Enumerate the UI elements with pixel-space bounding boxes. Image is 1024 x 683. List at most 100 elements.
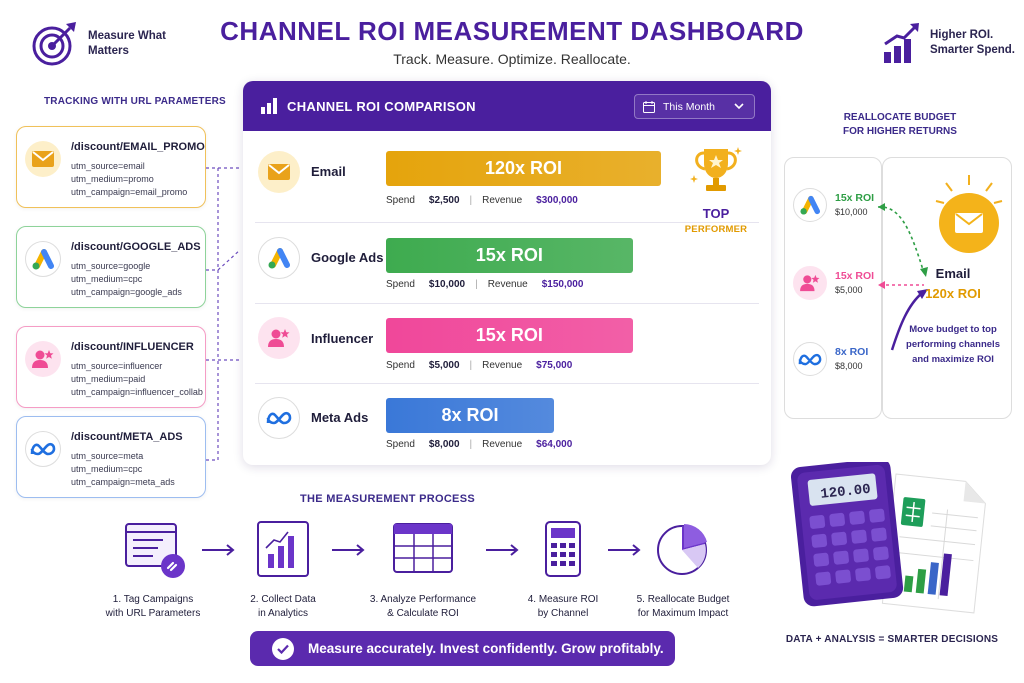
period-select[interactable]: This Month xyxy=(634,94,755,119)
channel-row-google-ads: Google Ads 15x ROI Spend $10,000 | Reven… xyxy=(243,222,771,302)
calculator-spreadsheet-illustration: 120.00 xyxy=(790,462,986,614)
reallocate-item-influencer: 15x ROI $5,000 xyxy=(793,262,883,312)
utm-path: /discount/INFLUENCER xyxy=(71,341,194,353)
chevron-down-icon xyxy=(734,103,744,110)
step-label: & Calculate ROI xyxy=(387,608,459,619)
pie-chart-icon xyxy=(657,524,707,575)
spend-value: $5,000 xyxy=(428,360,460,371)
reallocate-spend: $8,000 xyxy=(835,361,863,371)
calculator-display: 120.00 xyxy=(820,482,872,503)
utm-card-influencer: /discount/INFLUENCER utm_source=influenc… xyxy=(16,326,206,408)
utm-campaign: utm_campaign=google_ads xyxy=(71,287,182,297)
trophy-icon xyxy=(690,147,742,191)
revenue-value: $75,000 xyxy=(536,360,573,371)
channel-row-meta-ads: Meta Ads 8x ROI Spend $8,000 | Revenue $… xyxy=(243,383,771,463)
utm-card-meta: /discount/META_ADS utm_source=meta utm_m… xyxy=(16,416,206,498)
reallocate-title: REALLOCATE BUDGET FOR HIGHER RETURNS xyxy=(800,111,1000,139)
target-icon xyxy=(32,22,76,66)
roi-bar-email: 120x ROI xyxy=(386,151,661,186)
channel-name: Google Ads xyxy=(311,250,384,265)
analytics-chart-icon xyxy=(257,521,309,577)
arrow-right-icon xyxy=(486,544,519,556)
channel-name: Influencer xyxy=(311,331,374,346)
step-label: in Analytics xyxy=(257,608,309,619)
influencer-icon xyxy=(25,341,61,377)
google-ads-icon xyxy=(258,237,300,279)
utm-card-email: /discount/EMAIL_PROMO utm_source=email u… xyxy=(16,126,206,208)
utm-campaign: utm_campaign=influencer_collab xyxy=(71,387,203,397)
meta-icon xyxy=(258,397,300,439)
spend-value: $8,000 xyxy=(428,439,460,450)
calendar-icon xyxy=(643,100,655,113)
process-step-1: 1. Tag Campaigns with URL Parameters xyxy=(88,520,218,621)
step-label: 4. Measure ROI xyxy=(527,594,599,605)
brand-higher-roi: Higher ROI. Smarter Spend. xyxy=(882,22,1020,64)
revenue-label: Revenue xyxy=(482,439,523,450)
roi-bar-google-ads: 15x ROI xyxy=(386,238,633,273)
reallocate-target-roi: 120x ROI xyxy=(925,286,981,301)
process-title: THE MEASUREMENT PROCESS xyxy=(300,493,475,505)
step-label: 5. Reallocate Budget xyxy=(636,594,730,605)
period-value: This Month xyxy=(663,100,715,113)
utm-campaign: utm_campaign=meta_ads xyxy=(71,477,175,487)
channel-name: Meta Ads xyxy=(311,410,369,425)
revenue-label: Revenue xyxy=(482,360,523,371)
data-footer: DATA + ANALYSIS = SMARTER DECISIONS xyxy=(785,634,999,645)
tracking-section-title: TRACKING WITH URL PARAMETERS xyxy=(44,96,226,107)
growth-chart-icon xyxy=(884,23,919,63)
utm-source: utm_source=email xyxy=(71,161,145,171)
reallocate-item-meta: 8x ROI $8,000 xyxy=(793,338,883,388)
influencer-icon xyxy=(258,317,300,359)
page-subtitle: Track. Measure. Optimize. Reallocate. xyxy=(393,51,631,67)
spend-label: Spend xyxy=(386,439,415,450)
process-step-5: 5. Reallocate Budget for Maximum Impact xyxy=(618,520,748,621)
right-tagline: Higher ROI. Smarter Spend. xyxy=(930,29,1015,56)
reallocate-spend: $10,000 xyxy=(835,207,868,217)
utm-source: utm_source=google xyxy=(71,261,151,271)
reallocate-title-line1: REALLOCATE BUDGET xyxy=(843,112,957,123)
spend-value: $10,000 xyxy=(428,279,466,290)
spend-label: Spend xyxy=(386,279,415,290)
spend-label: Spend xyxy=(386,360,415,371)
reallocate-target-name: Email xyxy=(935,266,971,281)
top-label: TOP xyxy=(702,206,730,221)
utm-path: /discount/GOOGLE_ADS xyxy=(71,241,201,253)
step-label: with URL Parameters xyxy=(105,608,201,619)
process-step-2: 2. Collect Data in Analytics xyxy=(218,520,348,621)
influencer-icon xyxy=(793,266,827,300)
roi-panel-header: CHANNEL ROI COMPARISON This Month xyxy=(243,81,771,131)
channel-name: Email xyxy=(311,164,346,179)
reallocate-arrows xyxy=(877,175,1003,351)
meta-icon xyxy=(793,342,827,376)
email-target-icon xyxy=(935,175,1003,253)
revenue-label: Revenue xyxy=(482,195,523,206)
step-label: by Channel xyxy=(537,608,589,619)
roi-bar-meta-ads: 8x ROI xyxy=(386,398,554,433)
reallocate-spend: $5,000 xyxy=(835,285,863,295)
utm-card-google: /discount/GOOGLE_ADS utm_source=google u… xyxy=(16,226,206,308)
utm-medium: utm_medium=cpc xyxy=(71,464,143,474)
step-label: 3. Analyze Performance xyxy=(369,594,477,605)
utm-path: /discount/EMAIL_PROMO xyxy=(71,141,205,153)
reallocate-description: Move budget to top performing channels a… xyxy=(906,324,1000,365)
bar-chart-icon xyxy=(261,98,277,114)
step-label: for Maximum Impact xyxy=(637,608,729,619)
roi-bar-influencer: 15x ROI xyxy=(386,318,633,353)
reallocate-sources-panel: 15x ROI $10,000 15x ROI $5,000 8x ROI $8… xyxy=(784,157,882,419)
reallocate-roi: 15x ROI xyxy=(835,192,875,204)
utm-source: utm_source=influencer xyxy=(71,361,163,371)
roi-panel-title: CHANNEL ROI COMPARISON xyxy=(287,99,476,114)
spend-value: $2,500 xyxy=(428,195,460,206)
reallocate-roi: 15x ROI xyxy=(835,270,875,282)
meta-icon xyxy=(25,431,61,467)
browser-link-icon xyxy=(125,523,185,578)
cta-text: Measure accurately. Invest confidently. … xyxy=(308,641,664,656)
brand-measure: Measure What Matters xyxy=(30,20,168,68)
reallocate-item-google: 15x ROI $10,000 xyxy=(793,184,883,234)
utm-path: /discount/META_ADS xyxy=(71,431,183,443)
envelope-icon xyxy=(25,141,61,177)
top-performer-badge: TOP PERFORMER xyxy=(671,145,761,235)
utm-medium: utm_medium=promo xyxy=(71,174,154,184)
utm-medium: utm_medium=cpc xyxy=(71,274,143,284)
step-label: 2. Collect Data xyxy=(250,594,316,605)
